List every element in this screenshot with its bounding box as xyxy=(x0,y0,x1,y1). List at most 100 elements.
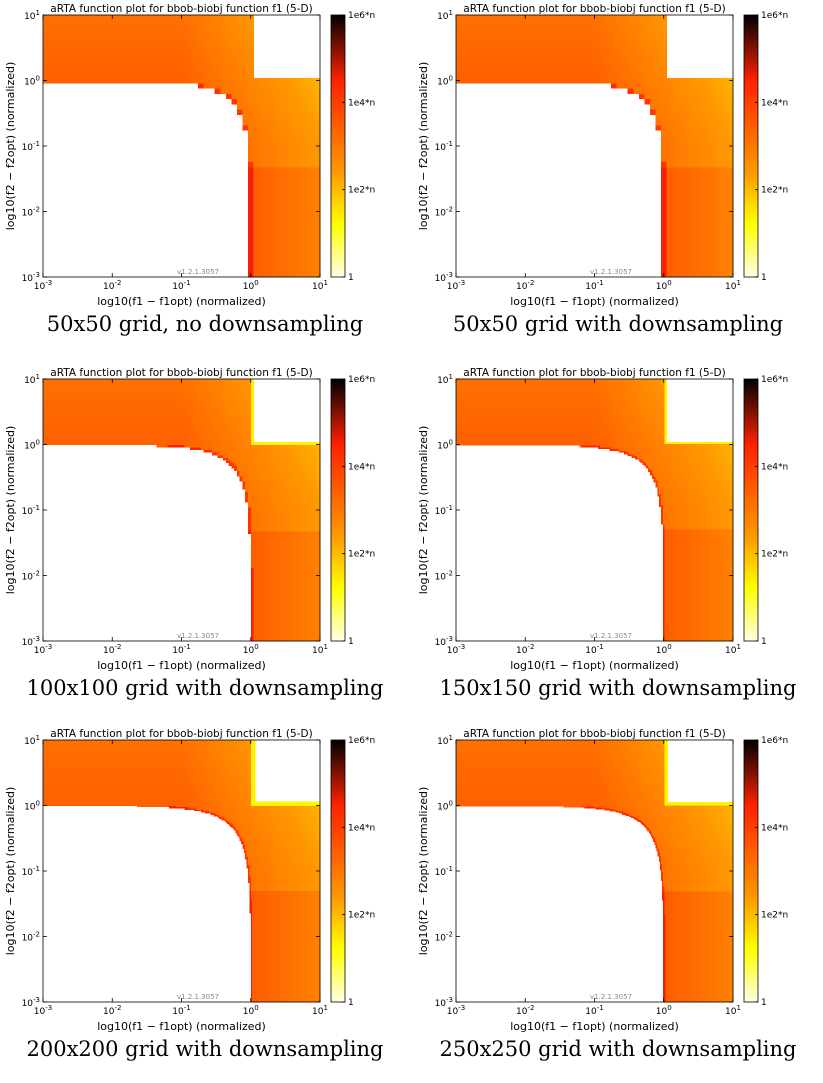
heatmap-cell xyxy=(132,62,138,68)
heatmap-cell xyxy=(256,507,259,510)
heatmap-cell xyxy=(248,442,251,445)
heatmap-cell xyxy=(251,528,254,531)
heatmap-cell xyxy=(60,437,63,440)
heatmap-cell xyxy=(62,421,65,424)
heatmap-cell xyxy=(270,479,273,482)
heatmap-cell xyxy=(49,397,52,400)
heatmap-cell xyxy=(639,36,645,42)
heatmap-cell xyxy=(51,408,54,411)
heatmap-cell xyxy=(121,392,124,395)
heatmap-cell xyxy=(298,115,304,121)
heatmap-cell xyxy=(140,426,143,429)
heatmap-cell xyxy=(270,602,273,605)
heatmap-cell xyxy=(121,31,127,37)
heatmap-cell xyxy=(298,109,304,115)
heatmap-cell xyxy=(273,452,276,455)
y-tick-label: 100 xyxy=(24,75,40,88)
heatmap-cell xyxy=(298,183,304,189)
heatmap-cell xyxy=(65,431,68,434)
heatmap-cell xyxy=(303,225,309,231)
heatmap-cell xyxy=(159,421,162,424)
heatmap-cell xyxy=(159,57,165,63)
heatmap-cell xyxy=(251,434,254,437)
heatmap-cell xyxy=(43,418,46,421)
heatmap-cell xyxy=(500,52,506,58)
heatmap-cell xyxy=(694,261,700,267)
heatmap-cell xyxy=(667,83,673,89)
heatmap-cell xyxy=(251,562,254,565)
heatmap-cell xyxy=(121,410,124,413)
heatmap-cell xyxy=(173,408,176,411)
heatmap-cell xyxy=(689,214,695,220)
heatmap-cell xyxy=(639,94,645,100)
heatmap-cell xyxy=(644,62,650,68)
heatmap-cell xyxy=(262,576,265,579)
heatmap-cell xyxy=(478,25,484,31)
heatmap-cell xyxy=(678,183,684,189)
heatmap-cell xyxy=(137,410,140,413)
heatmap-cell xyxy=(251,439,254,442)
heatmap-cell xyxy=(143,36,149,42)
heatmap-cell xyxy=(218,403,221,406)
heatmap-cell xyxy=(251,497,254,500)
heatmap-cell xyxy=(303,125,309,131)
heatmap-cell xyxy=(129,426,132,429)
heatmap-cell xyxy=(82,384,85,387)
heatmap-cell xyxy=(567,62,573,68)
heatmap-cell xyxy=(159,429,162,432)
heatmap-cell xyxy=(121,73,127,79)
heatmap-cell xyxy=(251,576,254,579)
heatmap-cell xyxy=(62,434,65,437)
heatmap-cell xyxy=(206,387,209,390)
heatmap-cell xyxy=(716,198,722,204)
heatmap-cell xyxy=(467,52,473,58)
heatmap-cell xyxy=(104,36,110,42)
heatmap-cell xyxy=(248,518,251,521)
heatmap-cell xyxy=(165,437,168,440)
heatmap-cell xyxy=(187,397,190,400)
heatmap-cell xyxy=(159,439,162,442)
heatmap-cell xyxy=(467,20,473,26)
heatmap-cell xyxy=(212,389,215,392)
heatmap-cell xyxy=(242,392,245,395)
heatmap-cell xyxy=(583,36,589,42)
heatmap-cell xyxy=(112,408,115,411)
heatmap-cell xyxy=(309,141,315,147)
heatmap-cell xyxy=(251,389,254,392)
heatmap-cell xyxy=(226,431,229,434)
heatmap-cell xyxy=(112,413,115,416)
heatmap-cell xyxy=(73,408,76,411)
heatmap-cell xyxy=(54,57,60,63)
heatmap-cell xyxy=(705,99,711,105)
heatmap-cell xyxy=(145,387,148,390)
heatmap-cell xyxy=(248,67,254,73)
heatmap-cell xyxy=(259,452,262,455)
heatmap-cell xyxy=(617,67,623,73)
heatmap-cell xyxy=(534,36,540,42)
heatmap-cell xyxy=(159,15,165,21)
heatmap-cell xyxy=(254,125,260,131)
heatmap-cell xyxy=(700,225,706,231)
heatmap-cell xyxy=(259,568,262,571)
heatmap-cell xyxy=(104,400,107,403)
heatmap-cell xyxy=(112,418,115,421)
heatmap-cell xyxy=(73,442,76,445)
heatmap-cell xyxy=(270,230,276,236)
heatmap-cell xyxy=(154,31,160,37)
heatmap-cell xyxy=(137,413,140,416)
heatmap-cell xyxy=(689,230,695,236)
heatmap-cell xyxy=(276,552,279,555)
heatmap-cell xyxy=(276,528,279,531)
heatmap-cell xyxy=(154,431,157,434)
heatmap-cell xyxy=(215,384,218,387)
heatmap-cell xyxy=(206,424,209,427)
heatmap-cell xyxy=(206,442,209,445)
heatmap-cell xyxy=(242,429,245,432)
heatmap-cell xyxy=(251,523,254,526)
heatmap-cell xyxy=(143,57,149,63)
heatmap-cell xyxy=(148,434,151,437)
heatmap-cell xyxy=(270,204,276,210)
heatmap-cell xyxy=(237,460,240,463)
heatmap-cell xyxy=(655,78,661,84)
heatmap-cell xyxy=(265,599,268,602)
